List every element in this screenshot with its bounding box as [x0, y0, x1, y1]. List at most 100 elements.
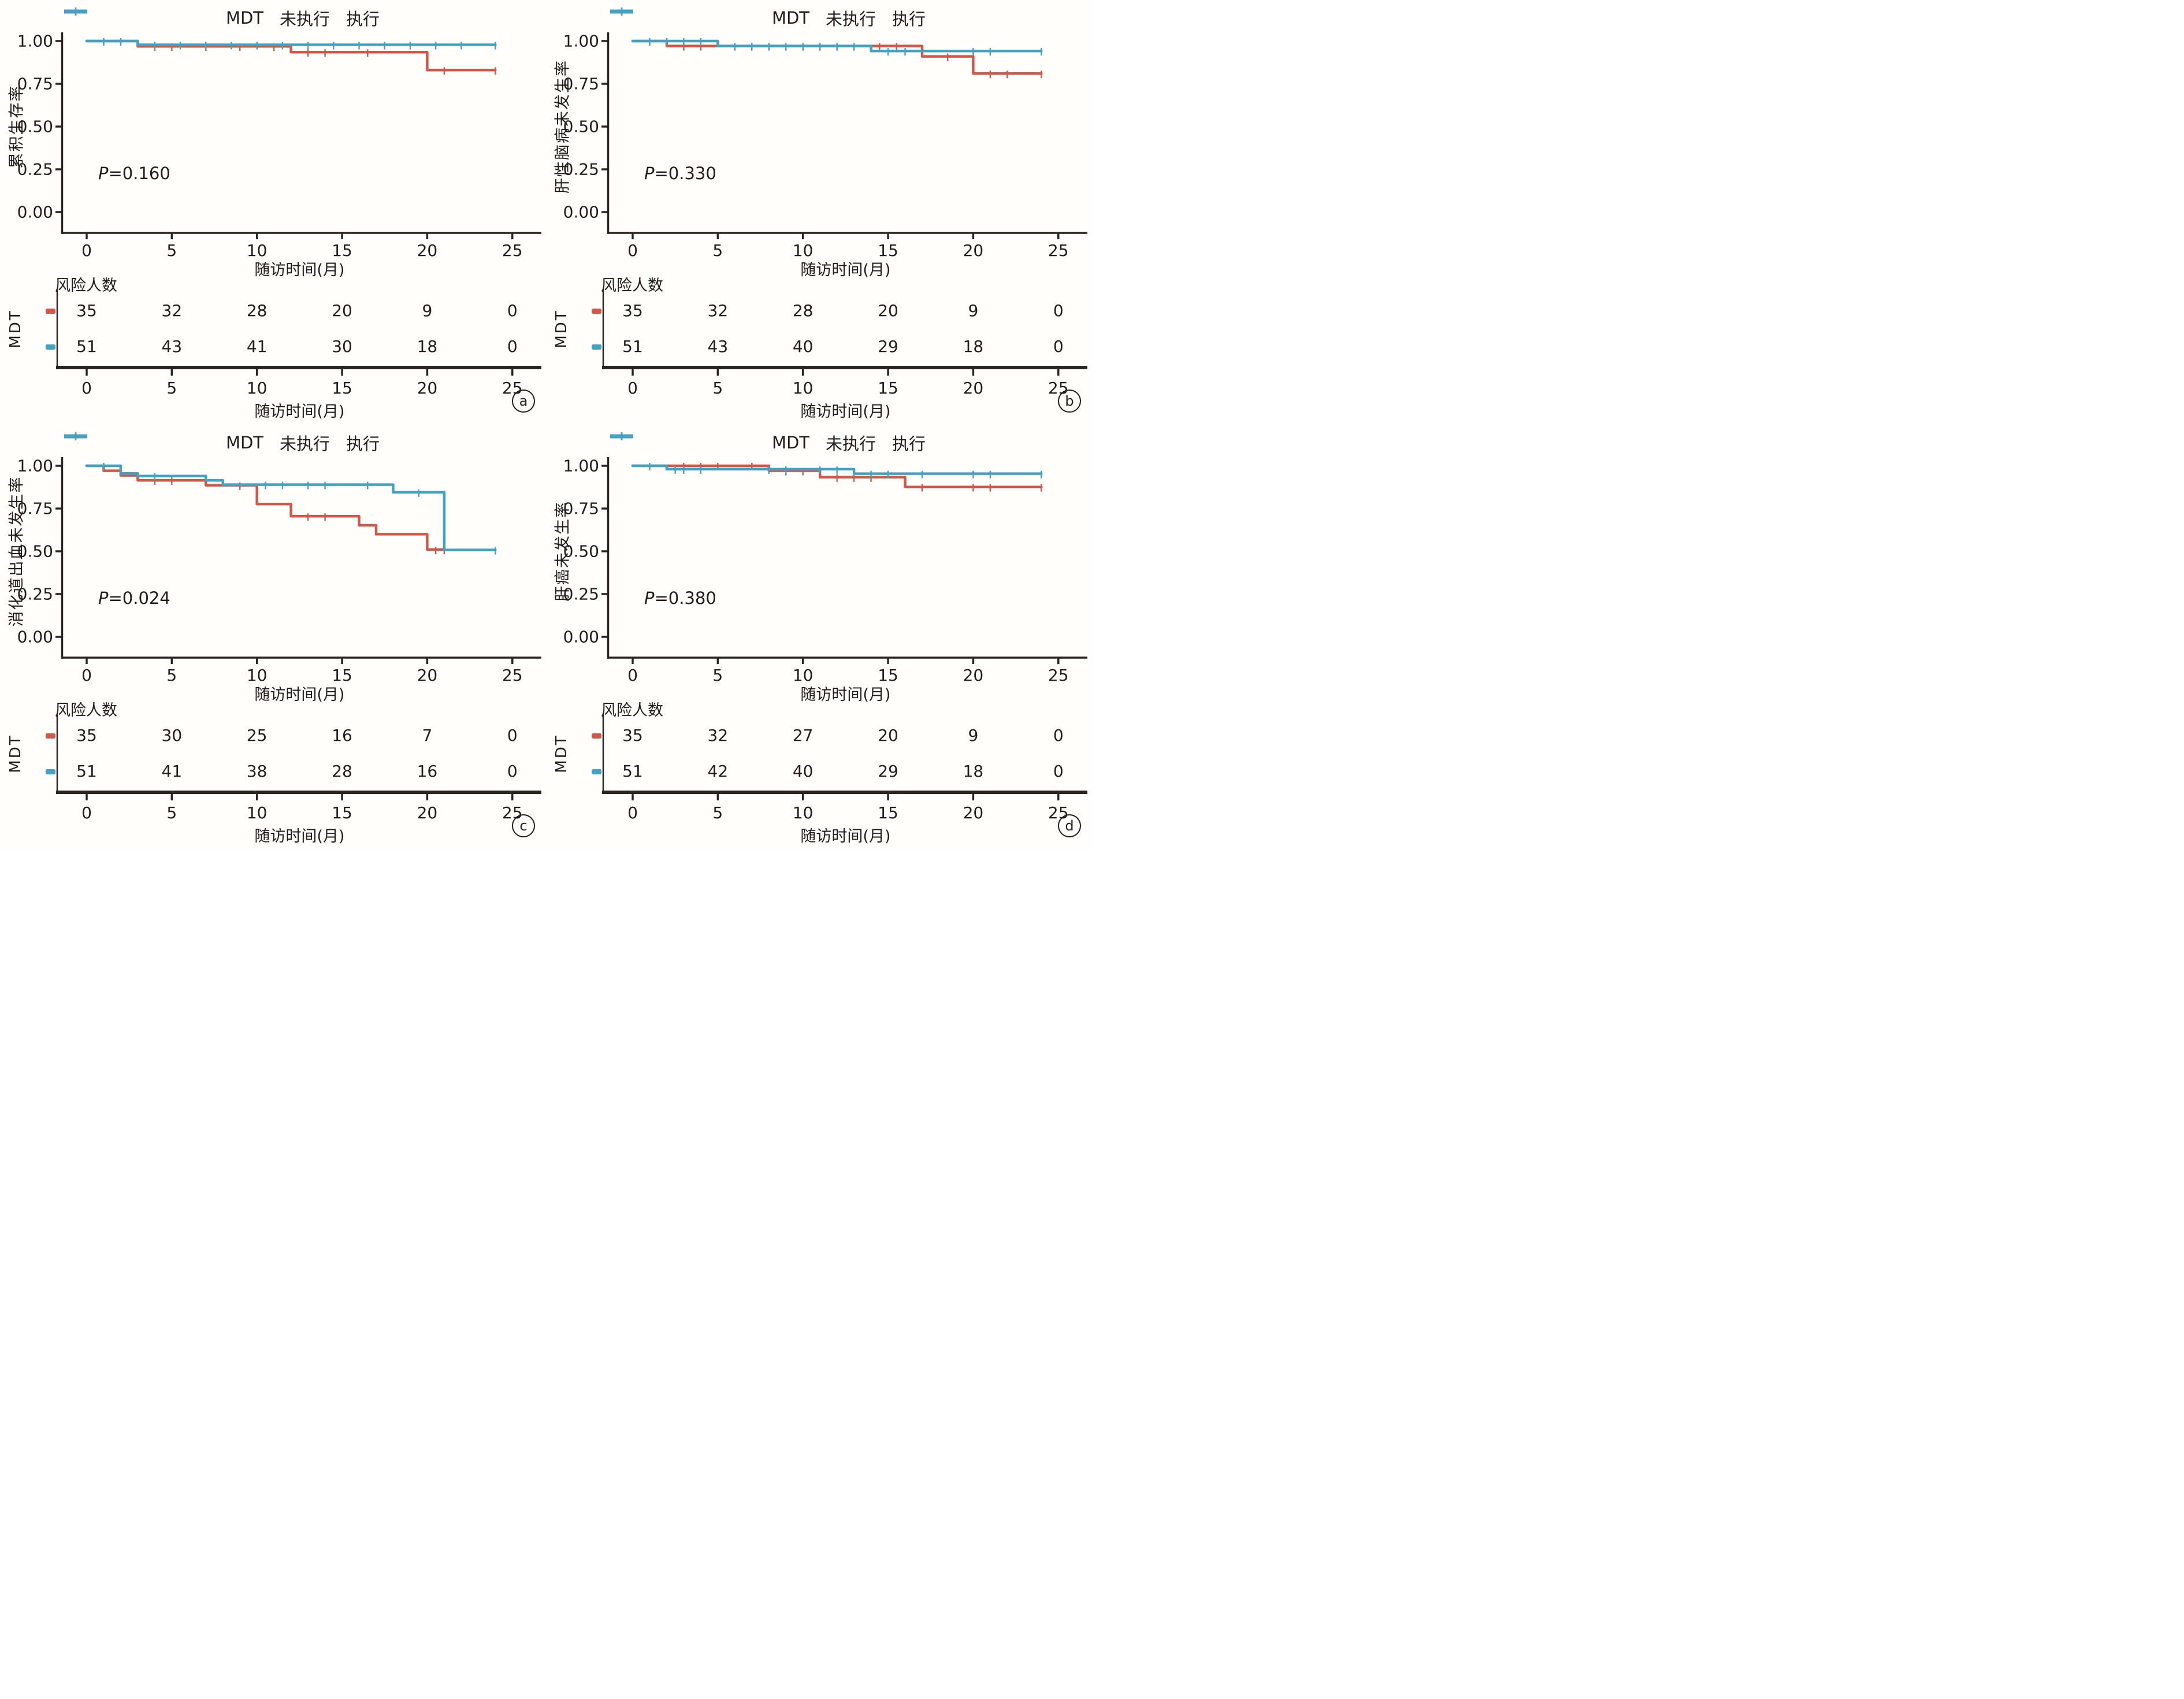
risk-count: 27	[792, 726, 814, 745]
legend-line-icon	[610, 8, 633, 16]
legend-item-label: 执行	[892, 434, 926, 454]
p-value: P=0.380	[644, 588, 716, 608]
p-value-number: =0.160	[108, 164, 170, 183]
risk-x-tick-label: 15	[332, 803, 352, 822]
legend: MDT 未执行 执行	[610, 6, 1088, 30]
risk-count: 20	[332, 301, 352, 320]
risk-row-marker-blue	[592, 344, 601, 350]
legend-item-label: 执行	[346, 434, 380, 454]
risk-table-header: 风险人数	[601, 702, 663, 719]
risk-count: 41	[246, 337, 268, 356]
risk-count: 9	[968, 726, 979, 745]
y-tick-label: 1.00	[17, 31, 53, 51]
legend-group-label: MDT	[771, 8, 810, 28]
risk-x-tick-label: 0	[627, 379, 638, 398]
p-value-number: =0.330	[654, 164, 716, 183]
x-axis-label: 随访时间(月)	[254, 686, 345, 704]
risk-count: 28	[792, 301, 814, 320]
risk-row-marker-blue	[592, 769, 601, 774]
y-tick-label: 0.50	[17, 117, 53, 136]
legend: MDT 未执行 执行	[610, 431, 1088, 455]
risk-count: 0	[1053, 337, 1064, 356]
legend-line-icon	[610, 432, 633, 440]
risk-count: 20	[878, 726, 898, 745]
y-tick-label: 0.50	[17, 541, 53, 561]
y-tick-label: 1.00	[17, 456, 53, 476]
risk-count: 0	[507, 762, 518, 781]
y-tick-label: 0.00	[17, 202, 53, 222]
risk-count: 51	[622, 337, 643, 356]
panel-d: MDT 未执行 执行 肝癌未发生率 1.00 0.75 0.50 0.25 0.00 0 5 10 15…	[546, 425, 1092, 850]
risk-count: 7	[422, 726, 433, 745]
legend-line-icon	[64, 432, 87, 440]
x-tick-label: 15	[332, 666, 352, 685]
p-value-symbol: P	[98, 588, 109, 608]
y-tick-label: 0.00	[563, 627, 599, 647]
km-plot-svg	[601, 32, 1087, 376]
legend-group-label: MDT	[771, 433, 810, 452]
legend-group-label: MDT	[225, 433, 264, 452]
risk-count: 0	[1053, 726, 1064, 745]
risk-axis-group-label: MDT	[7, 309, 24, 348]
y-tick-label: 0.75	[17, 74, 53, 94]
risk-count: 9	[968, 301, 979, 320]
risk-count: 40	[792, 762, 814, 781]
risk-count: 35	[622, 301, 643, 320]
x-tick-label: 15	[878, 666, 898, 685]
risk-count: 20	[878, 301, 898, 320]
y-tick-label: 0.25	[563, 584, 599, 604]
risk-x-axis-label: 随访时间(月)	[800, 403, 891, 421]
risk-count: 51	[622, 762, 643, 781]
legend: MDT 未执行 执行	[64, 431, 542, 455]
x-tick-label: 0	[627, 666, 638, 685]
panel-tag-b: b	[1058, 389, 1081, 413]
x-tick-label: 20	[417, 666, 438, 685]
risk-row-marker-red	[46, 733, 55, 739]
risk-count: 32	[161, 301, 183, 320]
x-tick-label: 10	[792, 241, 814, 260]
risk-count: 42	[707, 762, 729, 781]
risk-x-tick-label: 0	[81, 803, 92, 822]
risk-x-tick-label: 10	[246, 379, 268, 398]
risk-count: 16	[332, 726, 352, 745]
risk-x-tick-label: 15	[878, 803, 898, 822]
panel-tag-c: c	[512, 814, 535, 837]
x-tick-label: 20	[963, 241, 984, 260]
legend-item-label: 未执行	[826, 434, 876, 454]
x-tick-label: 0	[81, 666, 92, 685]
risk-count: 25	[246, 726, 268, 745]
p-value-symbol: P	[644, 164, 655, 183]
risk-count: 32	[707, 301, 729, 320]
x-tick-label: 5	[712, 241, 723, 260]
y-tick-label: 0.25	[563, 159, 599, 179]
p-value: P=0.160	[98, 164, 170, 183]
legend-item-label: 未执行	[826, 9, 876, 29]
risk-count: 35	[76, 301, 97, 320]
legend-item-label: 执行	[346, 9, 380, 29]
risk-count: 43	[707, 337, 729, 356]
x-tick-label: 0	[627, 241, 638, 260]
y-tick-label: 0.50	[563, 117, 599, 136]
risk-axis-group-label: MDT	[553, 734, 570, 773]
x-tick-label: 15	[332, 241, 352, 260]
risk-count: 18	[963, 762, 984, 781]
risk-x-tick-label: 20	[963, 803, 984, 822]
legend-item-label: 未执行	[280, 9, 330, 29]
risk-x-axis-label: 随访时间(月)	[254, 403, 345, 421]
risk-table-header: 风险人数	[55, 702, 117, 719]
risk-count: 0	[507, 337, 518, 356]
y-tick-label: 0.75	[563, 499, 599, 518]
km-plot-svg	[55, 32, 541, 376]
risk-x-tick-label: 20	[963, 379, 984, 398]
y-tick-label: 1.00	[563, 456, 599, 476]
risk-x-tick-label: 10	[792, 379, 814, 398]
risk-count: 30	[332, 337, 352, 356]
x-tick-label: 5	[166, 241, 177, 260]
risk-count: 32	[707, 726, 729, 745]
x-tick-label: 10	[792, 666, 814, 685]
risk-x-tick-label: 20	[417, 379, 438, 398]
risk-x-tick-label: 10	[246, 803, 268, 822]
legend-item-label: 执行	[892, 9, 926, 29]
x-axis-label: 随访时间(月)	[800, 686, 891, 704]
panel-c: MDT 未执行 执行 消化道出血未发生率 1.00 0.75 0.50 0.25 0.00 0 5 1…	[0, 425, 546, 850]
